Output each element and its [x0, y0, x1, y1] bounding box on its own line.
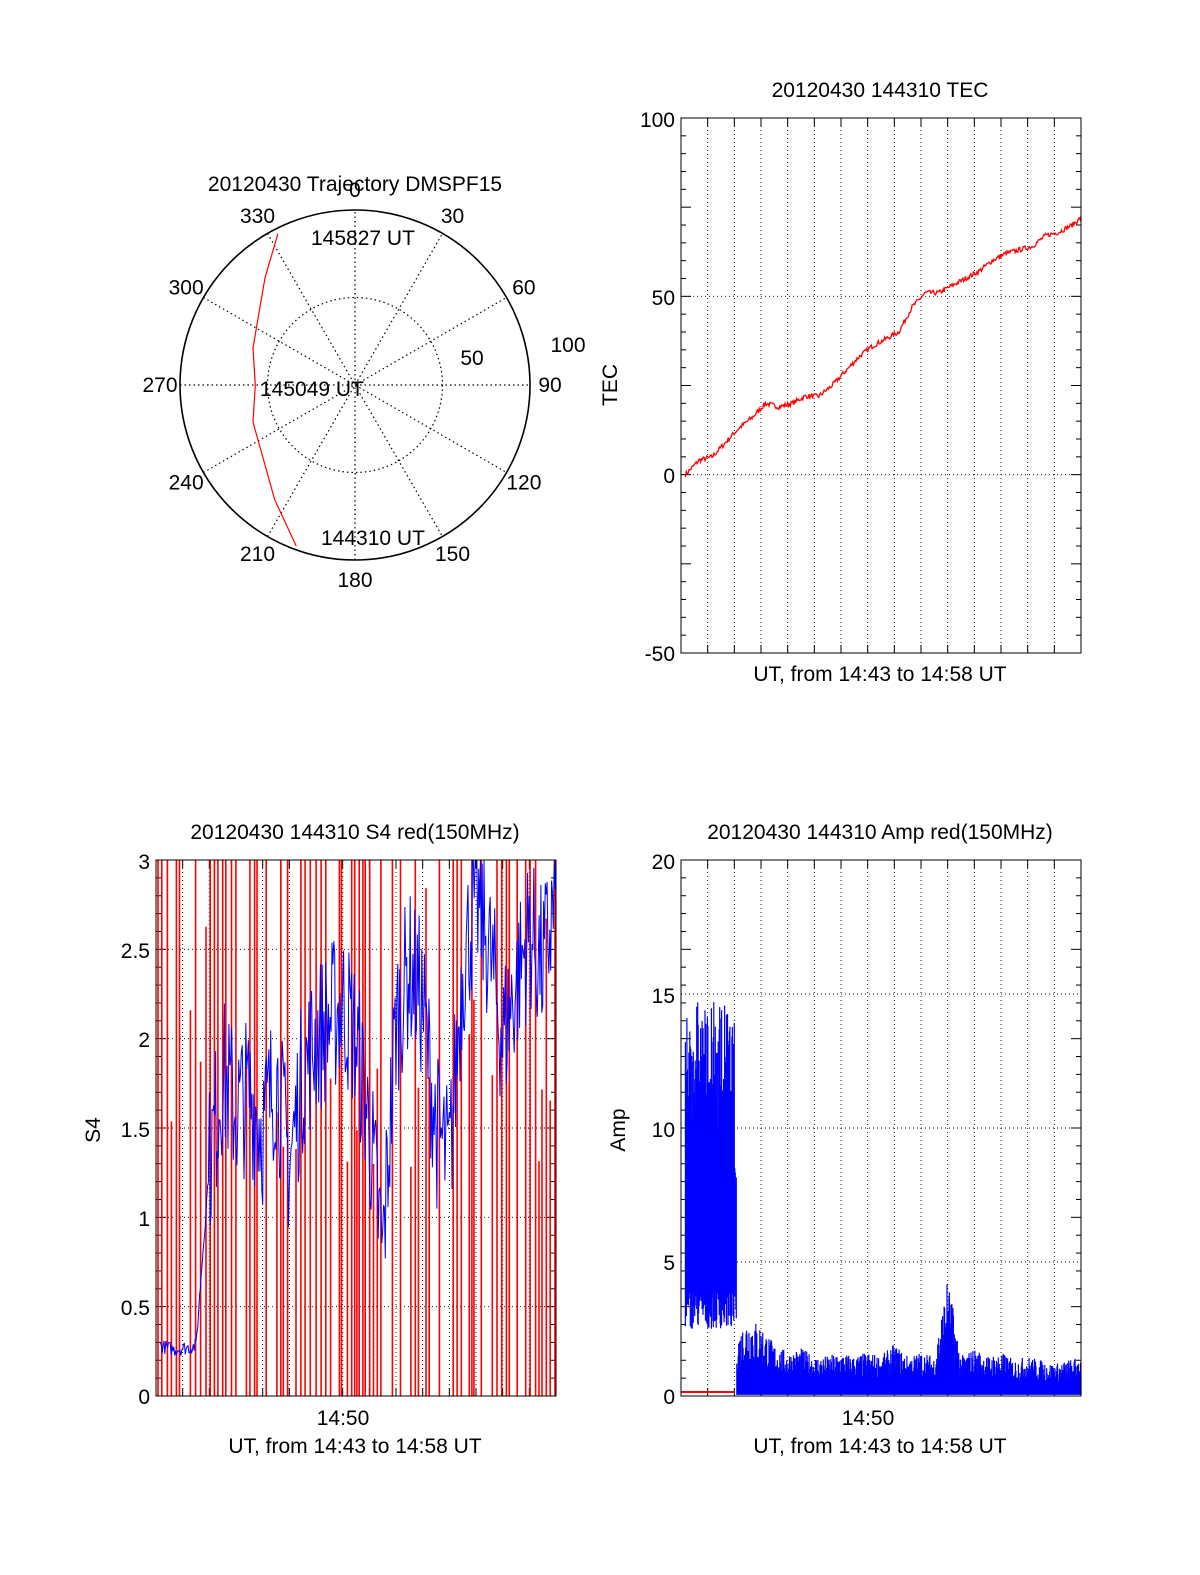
s4-title: 20120430 144310 S4 red(150MHz) [190, 821, 519, 844]
amp-ytick-10: 10 [652, 1119, 675, 1142]
polar-angle-label-0: 0 [349, 179, 361, 202]
s4-xlabel: UT, from 14:43 to 14:58 UT [228, 1435, 481, 1458]
tec-ytick-50: 50 [652, 287, 675, 310]
tec-xlabel: UT, from 14:43 to 14:58 UT [753, 663, 1006, 686]
tec-title: 20120430 144310 TEC [772, 79, 989, 102]
amp-grid [681, 859, 1081, 1397]
polar-angle-label-210: 210 [240, 543, 275, 566]
amp-blue-series [684, 1002, 1082, 1395]
annotation-start-time: 144310 UT [321, 527, 425, 550]
amp-title: 20120430 144310 Amp red(150MHz) [707, 821, 1053, 844]
s4-ytick-1: 1 [138, 1208, 150, 1231]
polar-angle-label-60: 60 [512, 277, 535, 300]
polar-angle-label-180: 180 [337, 569, 372, 592]
polar-angle-label-330: 330 [240, 205, 275, 228]
tec-ytick-neg50: -50 [645, 643, 675, 666]
polar-title: 20120430 Trajectory DMSPF15 [208, 173, 502, 196]
tec-grid [681, 117, 1081, 654]
polar-radial-label-100: 100 [550, 334, 585, 357]
s4-xtick-1450: 14:50 [317, 1407, 370, 1430]
polar-angle-labels: 0 30 60 90 120 150 180 210 240 270 300 330 [142, 179, 561, 592]
polar-angle-label-150: 150 [435, 543, 470, 566]
s4-plot: 20120430 144310 S4 red(150MHz) 3 2.5 2 1… [82, 821, 557, 1458]
s4-blue-series-line [159, 859, 557, 1356]
tec-ytick-100: 100 [640, 109, 675, 132]
trajectory-path [252, 233, 297, 547]
s4-axes-frame [155, 859, 557, 1397]
s4-ytick-0.5: 0.5 [121, 1297, 150, 1320]
polar-angle-label-90: 90 [538, 374, 561, 397]
s4-ytick-2.5: 2.5 [121, 940, 150, 963]
tec-axes-frame [680, 117, 1082, 654]
polar-angle-label-240: 240 [169, 472, 204, 495]
annotation-end-time: 145827 UT [311, 227, 415, 250]
s4-ytick-0: 0 [138, 1386, 150, 1409]
amp-ytick-15: 15 [652, 985, 675, 1008]
amp-axes-frame [680, 859, 1082, 1397]
tec-plot: 20120430 144310 TEC 100 50 0 -50 TEC UT,… [599, 79, 1082, 686]
polar-trajectory-plot: 20120430 Trajectory DMSPF15 0 30 60 90 120 15… [142, 173, 585, 592]
amp-ytick-20: 20 [652, 851, 675, 874]
polar-angle-label-120: 120 [506, 472, 541, 495]
tec-ylabel: TEC [599, 364, 622, 406]
amp-ylabel: Amp [607, 1108, 630, 1151]
annotation-mid-time: 145049 UT [260, 378, 364, 401]
tec-series-line [684, 215, 1082, 478]
tec-ytick-0: 0 [663, 465, 675, 488]
s4-ylabel: S4 [82, 1117, 105, 1143]
polar-radial-label-50: 50 [460, 347, 483, 370]
polar-grid [179, 209, 531, 561]
s4-ytick-3: 3 [138, 851, 150, 874]
amp-plot: 20120430 144310 Amp red(150MHz) 20 15 10… [607, 821, 1082, 1458]
amp-ytick-5: 5 [663, 1252, 675, 1275]
polar-angle-label-30: 30 [441, 205, 464, 228]
amp-ytick-0: 0 [663, 1386, 675, 1409]
s4-ytick-1.5: 1.5 [121, 1119, 150, 1142]
polar-angle-label-270: 270 [142, 374, 177, 397]
s4-ytick-2: 2 [138, 1029, 150, 1052]
amp-xtick-1450: 14:50 [842, 1407, 895, 1430]
amp-xlabel: UT, from 14:43 to 14:58 UT [753, 1435, 1006, 1458]
polar-angle-label-300: 300 [169, 277, 204, 300]
